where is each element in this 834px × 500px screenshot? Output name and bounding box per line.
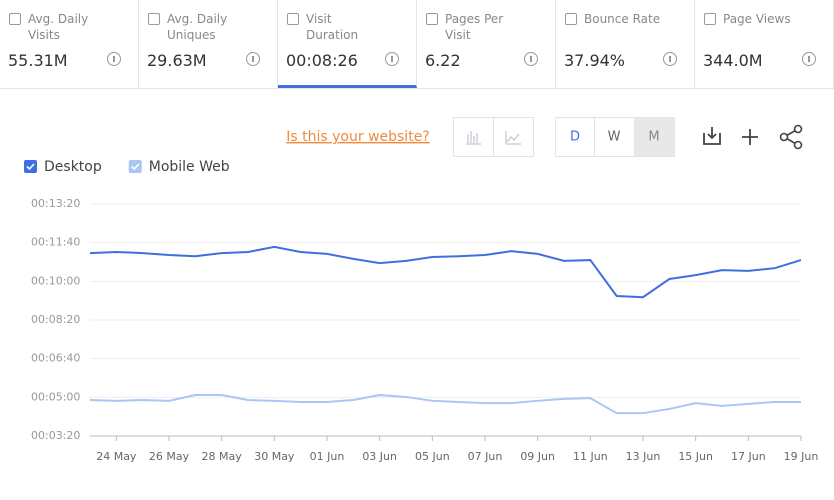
legend-label: Mobile Web [149,159,230,175]
legend-label: Desktop [44,159,102,175]
bar-chart-button[interactable] [466,131,481,145]
metric-value: 00:08:26 [286,51,358,70]
x-tick-label: 19 Jun [784,450,819,463]
granularity-week[interactable]: W [608,130,621,145]
metric-tab[interactable]: Visit Duration 00:08:26 [278,0,417,88]
metric-label: Avg. Daily Visits [28,12,89,42]
y-tick-label: 00:06:40 [31,352,80,365]
metric-icon [9,13,21,25]
line-chart-button[interactable] [505,131,521,145]
metric-tab[interactable]: Bounce Rate 37.94% [556,0,695,88]
x-tick-label: 17 Jun [731,450,766,463]
legend: Desktop Mobile Web [24,159,230,175]
metric-icon [287,13,299,25]
metric-value: 6.22 [425,51,461,70]
info-icon [524,52,538,66]
x-tick-label: 09 Jun [520,450,555,463]
metric-label: Visit Duration [306,12,359,42]
series-line [89,394,801,415]
y-tick-label: 00:13:20 [31,197,80,210]
x-tick-label: 30 May [254,450,295,463]
metric-tab[interactable]: Avg. Daily Visits 55.31M [0,0,139,88]
share-button[interactable] [779,124,803,150]
metric-label: Avg. Daily Uniques [167,12,228,42]
checkmark [131,163,140,171]
metric-tabs: Avg. Daily Visits 55.31M Avg. Daily Unique… [0,0,834,89]
series-line [89,245,802,299]
x-tick-label: 15 Jun [678,450,713,463]
y-tick-label: 00:10:00 [31,274,80,287]
y-tick-label: 00:11:40 [31,236,80,249]
metric-value: 55.31M [8,51,68,70]
x-tick-label: 11 Jun [573,450,608,463]
metric-icon [565,13,577,25]
info-icon [802,52,816,66]
granularity-day[interactable]: D [570,130,580,145]
metric-tab[interactable]: Page Views 344.0M [695,0,834,88]
metric-tab[interactable]: Pages Per Visit 6.22 [417,0,556,88]
y-tick-label: 00:08:20 [31,313,80,326]
x-tick-label: 26 May [149,450,190,463]
x-tick-label: 07 Jun [468,450,503,463]
add-button[interactable] [742,129,758,145]
granularity-month[interactable]: M [648,130,659,145]
metric-label: Bounce Rate [584,12,661,26]
download-button[interactable] [703,127,721,145]
active-granularity [634,118,674,156]
metric-icon [148,13,160,25]
x-tick-label: 24 May [96,450,137,463]
checkmark [26,163,35,171]
x-tick-label: 01 Jun [310,450,345,463]
metric-icon [704,13,716,25]
x-tick-label: 28 May [202,450,243,463]
legend-checkbox[interactable] [128,160,142,173]
info-icon [385,52,399,66]
info-icon [107,52,121,66]
metric-value: 344.0M [703,51,763,70]
metric-label: Page Views [723,12,791,26]
x-tick-label: 13 Jun [626,450,661,463]
website-link[interactable]: Is this your website? [286,129,429,145]
metric-value: 37.94% [564,51,626,70]
metric-tab[interactable]: Avg. Daily Uniques 29.63M [139,0,278,88]
metric-label: Pages Per Visit [445,12,504,42]
info-icon [663,52,677,66]
metric-icon [426,13,438,25]
x-tick-label: 03 Jun [362,450,397,463]
y-tick-label: 00:05:00 [31,390,80,403]
chart: Is this your website? D W M Desktop Mobil… [24,117,819,463]
legend-checkbox[interactable] [24,160,37,173]
x-tick-label: 05 Jun [415,450,450,463]
metric-value: 29.63M [147,51,207,70]
info-icon [246,52,260,66]
y-tick-label: 00:03:20 [31,429,80,442]
